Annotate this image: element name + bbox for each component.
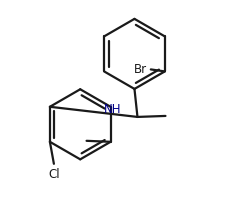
Text: Br: Br [133,63,146,76]
Text: Cl: Cl [48,168,59,181]
Text: NH: NH [103,103,121,116]
